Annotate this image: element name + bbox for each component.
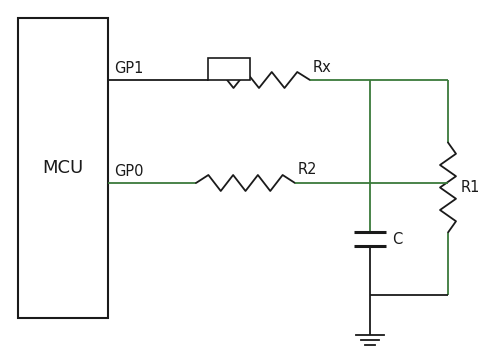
Text: GP1: GP1 — [114, 61, 143, 76]
Bar — [208, 58, 250, 80]
Text: R2: R2 — [298, 163, 317, 177]
Bar — [18, 18, 108, 318]
Text: GP0: GP0 — [114, 164, 143, 179]
Text: MCU: MCU — [42, 159, 84, 177]
Text: C: C — [392, 232, 402, 247]
Text: Rx: Rx — [313, 60, 332, 75]
Text: R1: R1 — [461, 180, 480, 195]
